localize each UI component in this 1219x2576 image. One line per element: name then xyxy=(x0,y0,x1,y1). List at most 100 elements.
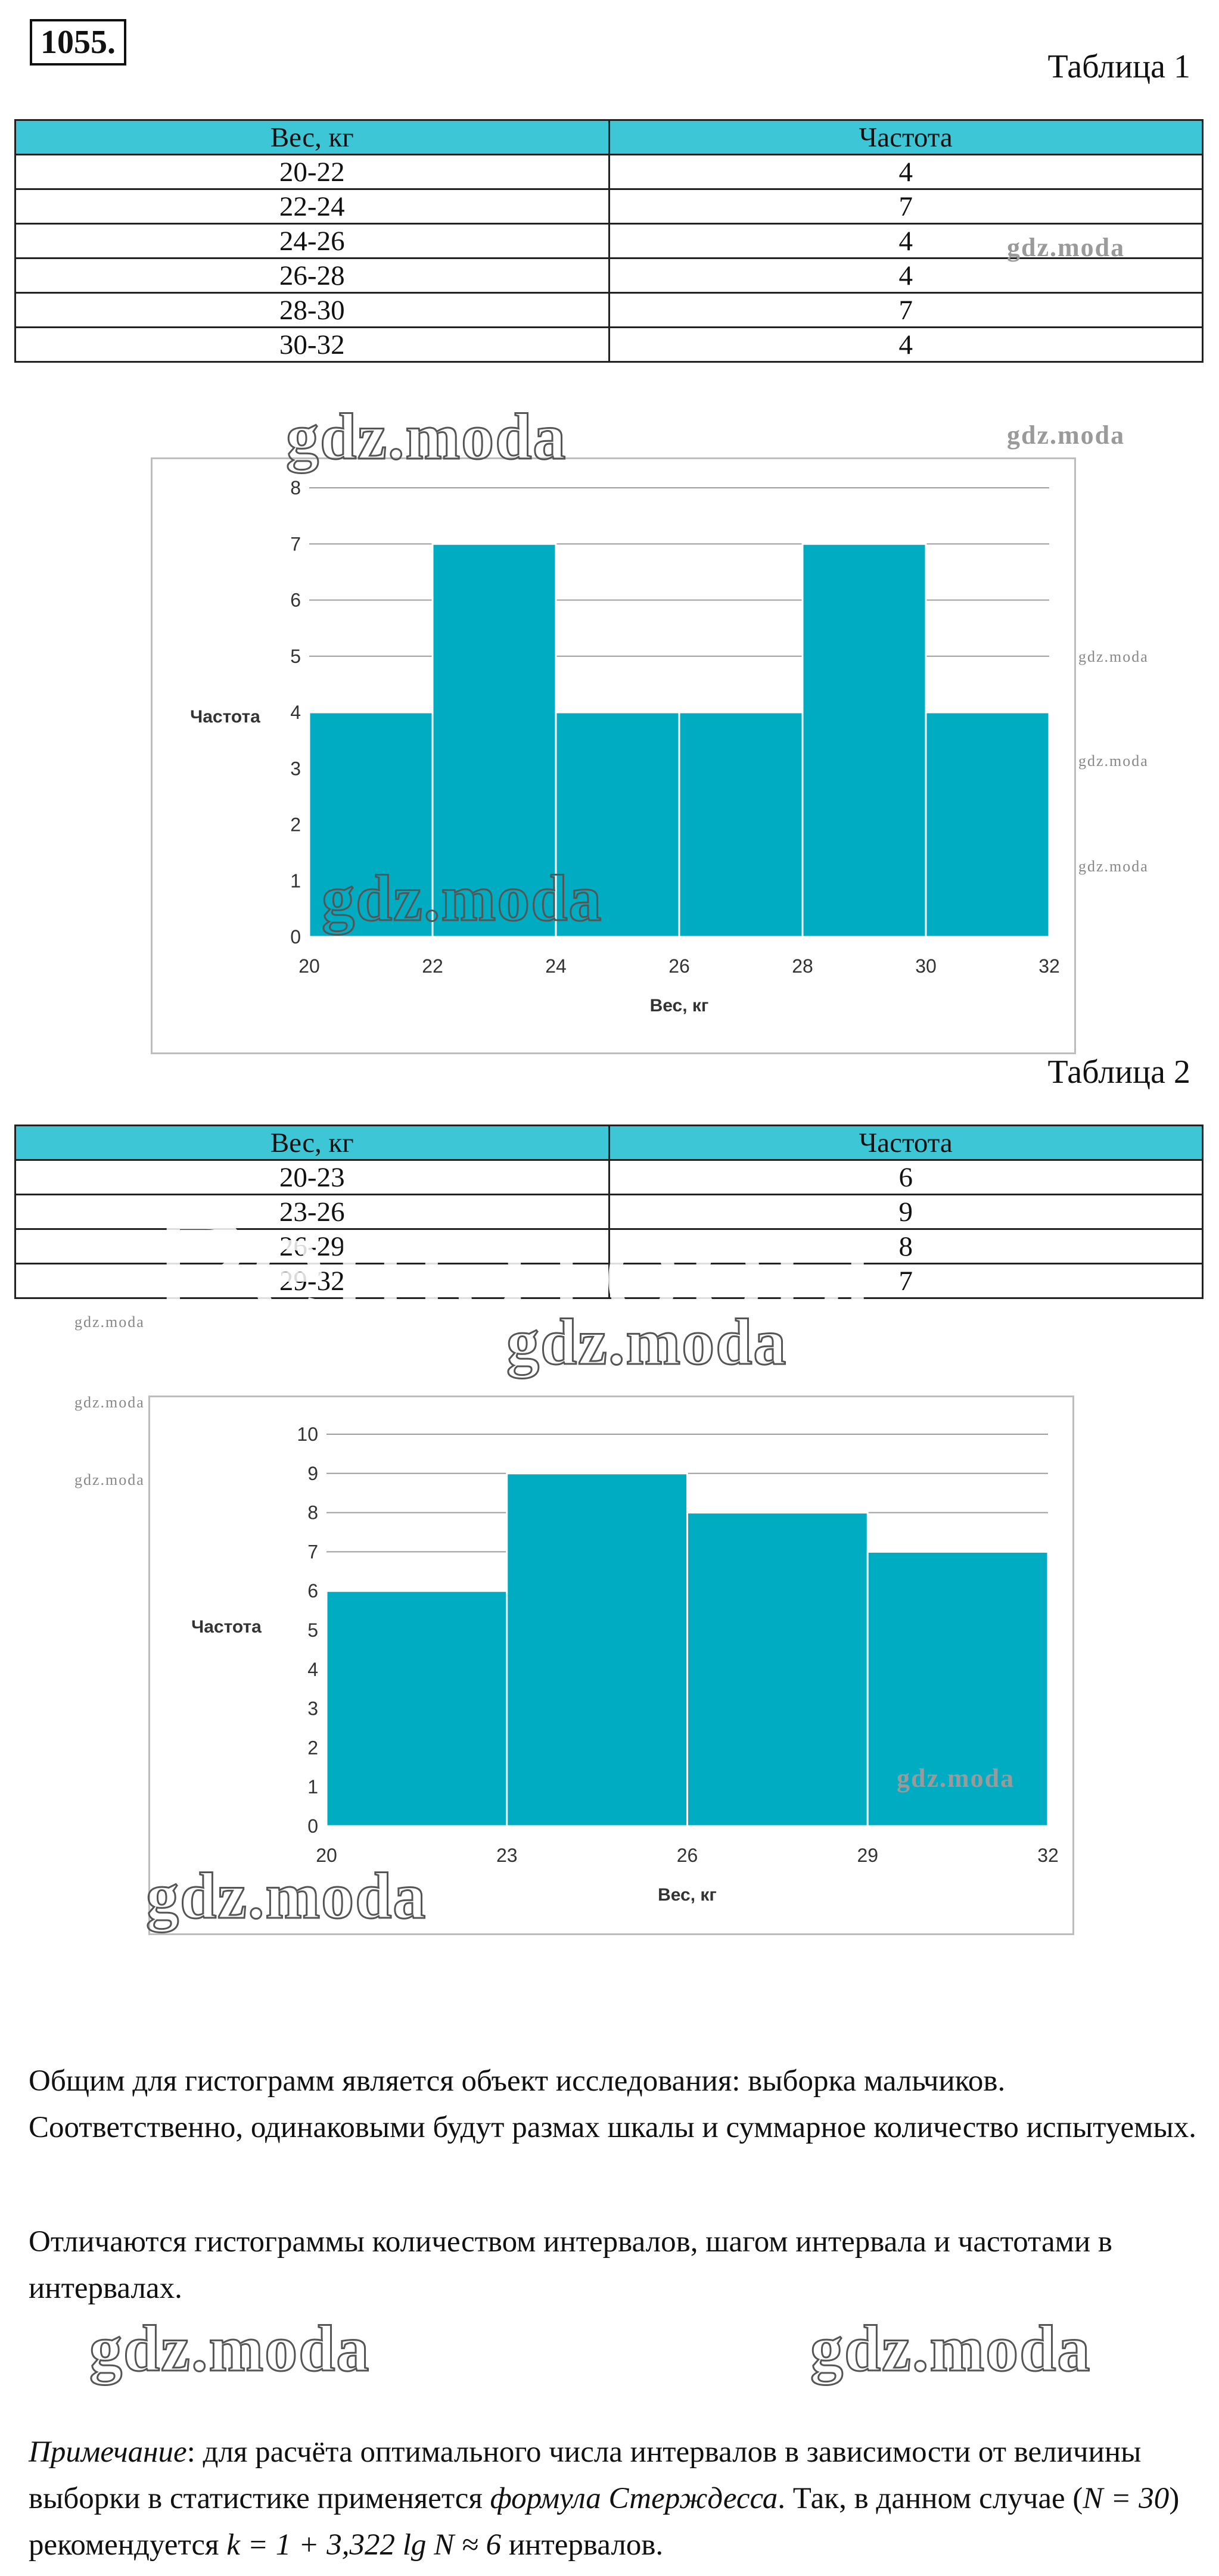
histogram-bar xyxy=(866,1550,1049,1827)
y-tick-label: 3 xyxy=(307,1698,318,1720)
table1-cell-weight: 30-32 xyxy=(14,326,610,363)
histogram-bar xyxy=(925,711,1050,938)
y-axis-label: Частота xyxy=(191,1617,262,1637)
table2-cell-weight: 20-23 xyxy=(14,1159,610,1195)
table1-cell-weight: 26-28 xyxy=(14,257,610,294)
x-tick-label: 20 xyxy=(316,1845,337,1866)
x-tick-label: 20 xyxy=(298,955,320,977)
table1-cell-frequency: 4 xyxy=(608,257,1204,294)
y-tick-label: 1 xyxy=(290,870,301,892)
histogram-bar xyxy=(801,543,927,938)
table1-cell-weight: 24-26 xyxy=(14,223,610,259)
table2-cell-frequency: 8 xyxy=(608,1228,1204,1264)
x-tick-label: 29 xyxy=(857,1845,878,1866)
histogram-bar xyxy=(431,543,557,938)
y-tick-label: 5 xyxy=(307,1619,318,1641)
histogram-bar xyxy=(686,1512,869,1827)
note-label: Примечание xyxy=(29,2435,187,2469)
table2-cell-weight: 23-26 xyxy=(14,1194,610,1230)
x-tick-label: 22 xyxy=(422,955,443,977)
histogram-1: 0 1 2 3 4 5 6 7 8 20 22 24 26 28 30 32 Частота Вес, кг xyxy=(151,457,1076,1054)
table1-cell-weight: 28-30 xyxy=(14,292,610,328)
watermark: gdz.moda xyxy=(74,1394,145,1411)
watermark: gdz.moda xyxy=(1078,858,1149,875)
y-tick-label: 5 xyxy=(290,646,301,667)
y-tick-label: 6 xyxy=(290,590,301,611)
x-tick-label: 26 xyxy=(668,955,690,977)
x-tick-label: 24 xyxy=(545,955,567,977)
table1-header-frequency: Частота xyxy=(608,119,1204,155)
x-tick-label: 32 xyxy=(1038,955,1060,977)
table1-cell-frequency: 7 xyxy=(608,292,1204,328)
note-n: N = 30 xyxy=(1083,2482,1170,2515)
table1-row: 24-26 4 xyxy=(14,223,1204,259)
watermark: gdz.moda xyxy=(321,861,603,936)
histogram-bar xyxy=(325,1590,508,1827)
note-paragraph: Примечание: для расчёта оптимального чис… xyxy=(29,2429,1196,2568)
note-text-c: ) рекомендуется xyxy=(29,2482,1180,2562)
y-tick-label: 6 xyxy=(307,1580,318,1602)
x-tick-label: 28 xyxy=(792,955,813,977)
watermark: gdz.moda xyxy=(1078,648,1149,665)
x-axis-label: Вес, кг xyxy=(650,996,709,1016)
note-text-d: интервалов. xyxy=(501,2528,664,2562)
table1-caption: Таблица 1 xyxy=(1047,48,1190,85)
y-tick-label: 2 xyxy=(307,1737,318,1758)
table2-row: 23-26 9 xyxy=(14,1194,1204,1230)
table1: Вес, кг Частота 20-22 4 22-24 7 24-26 4 26-28 4… xyxy=(14,119,1204,363)
table2-cell-frequency: 7 xyxy=(608,1263,1204,1299)
watermark: gdz.moda xyxy=(1007,233,1125,262)
note-text-a: : для расчёта оптимального числа интерва… xyxy=(29,2435,1142,2515)
table2: Вес, кг Частота 20-23 6 23-26 9 26-29 8 29-32 7 xyxy=(14,1125,1204,1299)
table1-header-weight: Вес, кг xyxy=(14,119,610,155)
histogram-bar xyxy=(506,1472,688,1827)
table2-cell-frequency: 9 xyxy=(608,1194,1204,1230)
ghost-watermark: Решаторы xyxy=(155,1188,879,1347)
x-tick-label: 30 xyxy=(915,955,937,977)
table1-cell-frequency: 4 xyxy=(608,223,1204,259)
table1-cell-frequency: 4 xyxy=(608,154,1204,190)
note-text-b: . Так, в данном случае ( xyxy=(778,2482,1083,2515)
y-axis-label: Частота xyxy=(190,707,260,727)
watermark: gdz.moda xyxy=(897,1764,1015,1793)
y-tick-label: 0 xyxy=(307,1815,318,1837)
x-tick-label: 23 xyxy=(496,1845,518,1866)
watermark: gdz.moda xyxy=(285,400,567,474)
histogram-2: 0 1 2 3 4 5 6 7 8 9 10 20 23 26 29 32 Частота Вес, кг xyxy=(148,1396,1074,1935)
table2-header-weight: Вес, кг xyxy=(14,1125,610,1161)
table1-row: 22-24 7 xyxy=(14,188,1204,225)
table1-cell-frequency: 4 xyxy=(608,326,1204,363)
table1-row: 28-30 7 xyxy=(14,292,1204,328)
table1-cell-frequency: 7 xyxy=(608,188,1204,225)
histogram-bar xyxy=(555,711,680,938)
y-tick-label: 0 xyxy=(290,926,301,948)
table2-row: 29-32 7 xyxy=(14,1263,1204,1299)
watermark: gdz.moda xyxy=(145,1859,427,1933)
problem-number: 1055. xyxy=(30,19,126,66)
watermark: gdz.moda xyxy=(1007,420,1125,450)
y-tick-label: 9 xyxy=(307,1463,318,1484)
x-tick-label: 32 xyxy=(1037,1845,1059,1866)
watermark: gdz.moda xyxy=(1078,752,1149,770)
y-tick-label: 4 xyxy=(290,702,301,723)
y-tick-label: 3 xyxy=(290,758,301,779)
paragraph-differences: Отличаются гистограммы количеством интер… xyxy=(29,2225,1112,2305)
y-tick-label: 8 xyxy=(290,477,301,499)
y-tick-label: 2 xyxy=(290,814,301,836)
x-tick-label: 26 xyxy=(677,1845,698,1866)
table1-row: 20-22 4 xyxy=(14,154,1204,190)
paragraph-common: Общим для гистограмм является объект исс… xyxy=(29,2064,1196,2144)
table1-row: 26-28 4 xyxy=(14,257,1204,294)
watermark: gdz.moda xyxy=(505,1305,788,1379)
watermark: gdz.moda xyxy=(74,1471,145,1488)
histogram-bar xyxy=(308,711,434,938)
x-axis-label: Вес, кг xyxy=(658,1885,717,1905)
y-tick-label: 7 xyxy=(290,533,301,555)
watermark: gdz.moda xyxy=(74,1313,145,1331)
table1-cell-weight: 20-22 xyxy=(14,154,610,190)
table2-cell-frequency: 6 xyxy=(608,1159,1204,1195)
table2-caption: Таблица 2 xyxy=(1047,1054,1190,1091)
watermark: gdz.moda xyxy=(88,2312,371,2386)
table2-row: 26-29 8 xyxy=(14,1228,1204,1264)
